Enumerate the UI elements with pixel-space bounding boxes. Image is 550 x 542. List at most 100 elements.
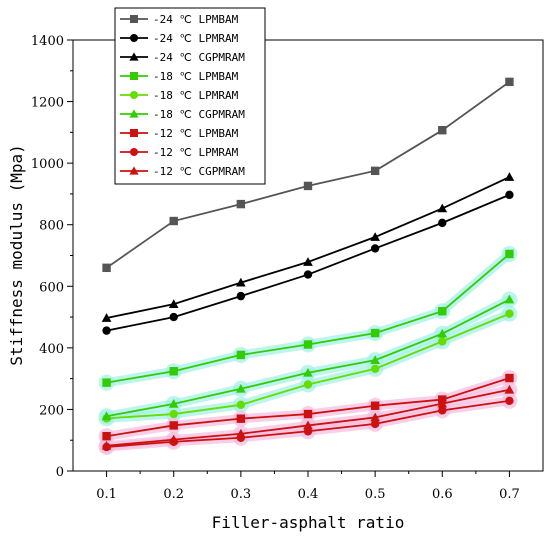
legend-marker [130,148,138,156]
legend-label: -18 ℃ LPMBAM [153,70,239,83]
data-point [303,257,313,266]
series-2 [101,172,515,322]
data-point [168,399,179,408]
data-point [168,434,179,444]
data-point [437,203,448,213]
data-point [101,440,112,450]
data-point [236,400,246,410]
data-point [169,421,178,430]
data-point [169,367,178,376]
data-point [303,409,313,419]
data-point [370,419,380,429]
data-point [303,270,313,279]
legend-item: -12 ℃ LPMRAM [120,146,239,159]
legend-item: -12 ℃ CGPMRAM [120,165,245,178]
legend-marker [129,52,139,61]
data-point [370,412,380,422]
data-point [505,396,514,406]
data-point [437,328,448,338]
legend-marker [130,72,138,80]
x-tick-label: 0.2 [163,487,184,502]
data-point [505,249,514,259]
data-point [505,373,514,383]
x-tick-label: 0.4 [298,487,319,502]
series-3 [102,249,514,387]
x-tick-label: 0.5 [365,487,386,502]
data-point [236,350,246,360]
data-point [504,384,515,394]
series-0 [102,77,514,273]
data-point [370,401,380,410]
y-axis-title: Stiffness modulus (Mpa) [7,144,26,366]
data-point [370,355,380,365]
x-tick-label: 0.7 [499,487,520,502]
data-point [438,337,447,346]
y-tick-label: 1400 [31,34,64,49]
legend-item: -12 ℃ LPMBAM [120,127,239,140]
data-point [236,383,246,393]
x-axis-title: Filler-asphalt ratio [212,513,405,532]
data-point [437,398,448,408]
legend-label: -12 ℃ LPMBAM [153,127,239,140]
y-tick-label: 1200 [31,96,64,111]
data-point [303,367,313,377]
data-point [370,244,380,253]
y-tick-label: 1000 [31,157,64,172]
data-point [102,432,111,441]
data-point [505,190,514,200]
legend-label: -24 ℃ CGPMRAM [153,51,245,64]
data-point [370,364,380,373]
x-tick-label: 0.1 [96,487,117,502]
legend-label: -24 ℃ LPMRAM [153,32,239,45]
data-point [236,277,246,287]
series-layer [101,77,515,452]
legend-label: -24 ℃ LPMBAM [153,13,239,26]
data-point [101,411,112,421]
legend-item: -24 ℃ LPMBAM [120,13,239,26]
data-point [169,312,178,322]
y-tick-label: 400 [39,342,64,357]
legend-label: -12 ℃ CGPMRAM [153,165,245,178]
data-point [236,291,246,301]
data-point [505,77,514,87]
data-point [169,216,178,226]
data-point [101,313,112,322]
data-point [370,166,380,176]
data-point [504,172,515,181]
legend-item: -24 ℃ LPMRAM [120,32,239,45]
data-point [505,309,514,318]
data-point [236,414,246,423]
data-point [504,294,515,304]
legend-item: -18 ℃ CGPMRAM [120,108,245,121]
y-tick-label: 0 [56,465,64,480]
legend-marker [129,166,139,175]
legend-label: -12 ℃ LPMRAM [153,146,239,159]
data-point [370,232,380,241]
data-point [438,126,447,135]
legend-item: -18 ℃ LPMBAM [120,70,239,83]
data-point [169,409,178,419]
data-point [303,420,313,430]
data-point [438,218,447,228]
y-axis: 0 200 400 600 800 1000 1200 1400 [31,34,73,480]
data-point [236,428,246,438]
y-tick-label: 800 [39,219,64,234]
data-point [102,263,111,273]
series-5 [101,294,515,421]
data-point [303,380,313,389]
data-point [168,299,179,309]
legend-marker [130,129,138,137]
legend-item: -18 ℃ LPMRAM [120,89,239,102]
data-point [102,378,111,387]
data-point [438,406,447,415]
data-point [370,328,380,338]
x-axis: 0.1 0.2 0.3 0.4 0.5 0.6 0.7 [96,471,520,502]
y-tick-label: 600 [39,280,64,295]
legend-label: -18 ℃ CGPMRAM [153,108,245,121]
x-tick-label: 0.3 [231,487,252,502]
legend-marker [130,34,138,42]
legend-marker [129,109,139,118]
legend-item: -24 ℃ CGPMRAM [120,51,245,64]
legend: -24 ℃ LPMBAM -24 ℃ LPMRAM -24 ℃ CGPMRAM -18… [114,7,266,185]
